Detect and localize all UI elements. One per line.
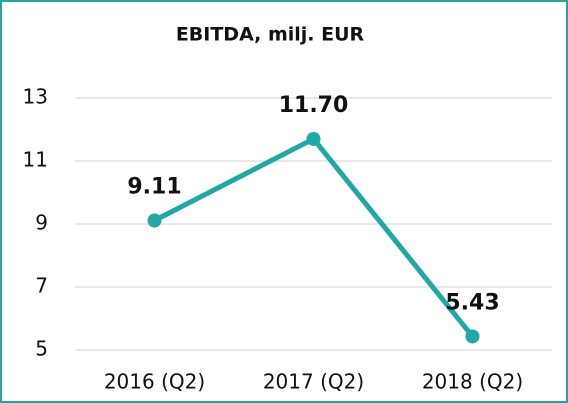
x-tick-label: 2017 (Q2): [263, 370, 364, 394]
data-point: [306, 131, 321, 146]
x-tick-label: 2018 (Q2): [422, 370, 523, 394]
y-tick-label: 5: [35, 337, 48, 361]
data-label: 11.70: [279, 93, 349, 118]
y-tick-label: 9: [35, 211, 48, 235]
data-label: 5.43: [445, 290, 499, 315]
y-tick-label: 11: [23, 148, 48, 172]
y-tick-label: 7: [35, 274, 48, 298]
data-point: [465, 329, 480, 344]
data-point: [147, 213, 162, 228]
y-tick-label: 13: [23, 85, 48, 109]
chart-title: EBITDA, milj. EUR: [176, 24, 365, 46]
x-tick-label: 2016 (Q2): [104, 370, 205, 394]
data-label: 9.11: [127, 175, 181, 200]
